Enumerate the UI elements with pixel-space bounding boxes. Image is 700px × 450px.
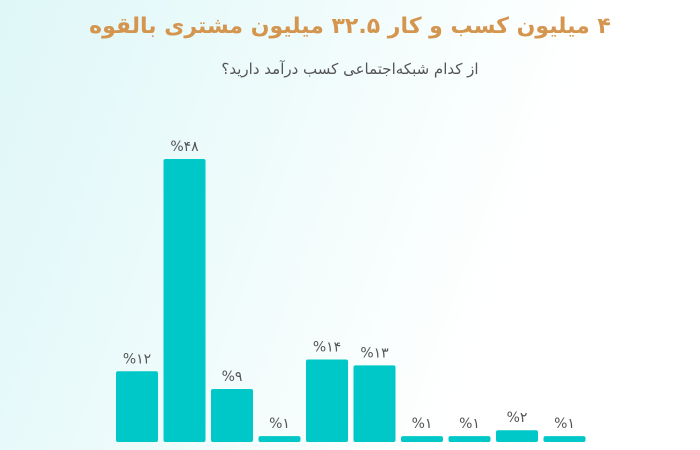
data-label: %۱	[459, 416, 480, 432]
bar	[353, 365, 396, 442]
bar	[543, 436, 586, 442]
bar	[211, 388, 253, 442]
data-label: %۱	[554, 416, 575, 432]
data-label: %۹	[222, 369, 243, 385]
bar	[116, 371, 158, 442]
bar	[496, 430, 538, 442]
bar	[306, 359, 348, 442]
data-label: %۱	[412, 416, 433, 432]
chart-subtitle: از کدام شبکه‌اجتماعی کسب درآمد دارید؟	[221, 60, 479, 78]
data-label: %۱۳	[360, 345, 389, 361]
bar	[258, 436, 301, 442]
chart-title: ۴ میلیون کسب و کار ۳۲.۵ میلیون مشتری بال…	[89, 14, 611, 39]
data-label: %۱۴	[313, 339, 341, 355]
data-label: %۲	[507, 410, 528, 426]
data-label: %۱۲	[123, 351, 151, 367]
data-label: %۱	[269, 416, 290, 432]
bar	[163, 159, 206, 442]
bar	[401, 436, 443, 442]
bar	[448, 436, 491, 442]
data-label: %۴۸	[170, 139, 199, 155]
